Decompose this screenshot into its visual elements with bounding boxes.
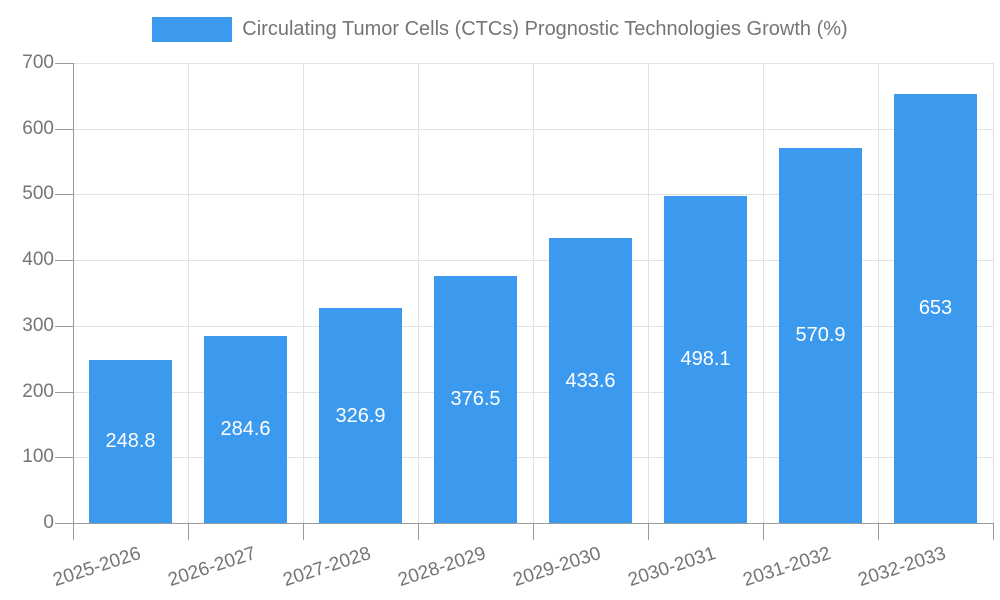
y-tick-label: 0 [43,512,54,533]
bar[interactable] [434,275,517,523]
y-axis-tick [55,128,73,130]
bar[interactable] [89,359,172,523]
bar-value-label: 376.5 [450,388,501,411]
x-axis-tick [533,523,534,540]
y-axis-tick [55,63,73,64]
gridline-vertical [993,63,994,523]
y-axis-tick [55,457,73,459]
y-tick-label: 100 [22,446,54,468]
bar-value-label: 248.8 [105,430,156,453]
gridline-vertical [763,63,764,523]
bar[interactable] [664,195,747,523]
bar[interactable] [779,147,862,523]
y-axis-tick [55,260,73,262]
x-axis-tick [878,523,879,540]
y-tick-label: 200 [22,380,54,402]
gridline-vertical [878,63,879,523]
legend-label: Circulating Tumor Cells (CTCs) Prognosti… [242,18,848,40]
gridline-vertical [648,63,649,523]
bar-value-label: 433.6 [565,369,616,392]
bar[interactable] [204,335,287,523]
bar-value-label: 570.9 [795,324,846,347]
y-axis-tick [55,523,73,524]
y-axis-tick [55,325,73,327]
x-axis-tick [418,523,419,540]
y-axis-line [73,63,74,523]
x-axis-tick [188,523,189,540]
legend-item[interactable]: Circulating Tumor Cells (CTCs) Prognosti… [152,17,848,42]
x-axis-line [73,523,993,524]
legend-swatch [152,17,233,42]
y-tick-label: 600 [22,117,54,139]
gridline-vertical [188,63,189,523]
x-axis-tick [73,523,74,540]
y-tick-label: 300 [22,314,54,336]
y-axis-tick [55,391,73,393]
bar-value-label: 498.1 [680,348,731,371]
bar[interactable] [894,93,977,523]
x-axis-tick [993,523,994,540]
bar-value-label: 326.9 [335,404,386,427]
x-axis-tick [763,523,764,540]
bar[interactable] [549,238,632,523]
legend: Circulating Tumor Cells (CTCs) Prognosti… [0,17,1000,42]
x-axis-tick [303,523,304,540]
bar[interactable] [319,308,402,523]
y-tick-label: 400 [22,249,54,271]
x-axis-tick [648,523,649,540]
y-tick-label: 500 [22,183,54,205]
bar-value-label: 284.6 [220,418,271,441]
y-tick-label: 700 [22,52,54,73]
gridline-vertical [303,63,304,523]
gridline-vertical [533,63,534,523]
bar-value-label: 653 [918,297,953,320]
gridline-vertical [418,63,419,523]
y-axis-tick [55,194,73,196]
